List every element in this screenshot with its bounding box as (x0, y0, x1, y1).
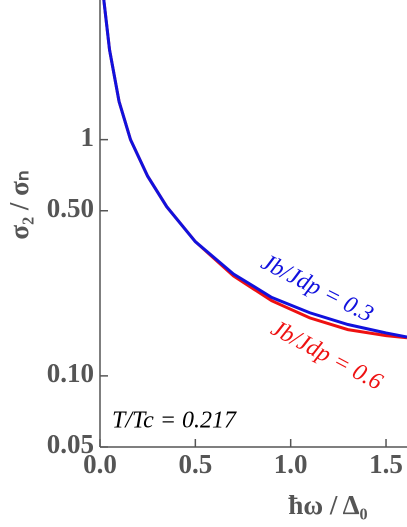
y-tick-label: 0.50 (47, 193, 94, 223)
y-tick-label: 0.10 (47, 358, 94, 388)
x-axis-label: ħω / Δ₀ (288, 490, 367, 520)
x-tick-label: 0.0 (83, 449, 117, 479)
x-tick-label: 1.0 (274, 449, 308, 479)
annotation: T/Tc = 0.217 (112, 408, 237, 434)
y-axis-label: σ₂ / σₙ (4, 170, 34, 239)
series-line (102, 0, 407, 339)
x-tick-label: 1.5 (369, 449, 403, 479)
y-tick-label: 1 (81, 122, 95, 152)
y-tick-label: 0.05 (47, 429, 94, 459)
series-label: Jb/Jdp = 0.6 (267, 315, 387, 395)
x-tick-label: 0.5 (178, 449, 212, 479)
